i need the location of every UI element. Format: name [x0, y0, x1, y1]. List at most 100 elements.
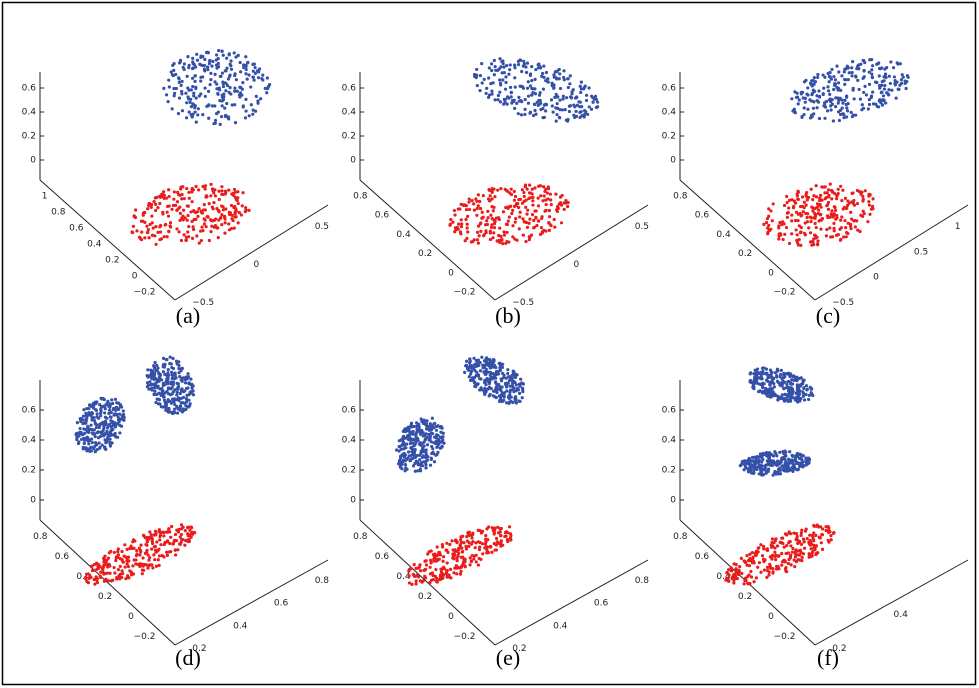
blue-point — [518, 392, 521, 395]
blue-point — [191, 67, 194, 70]
red-point — [785, 195, 788, 198]
blue-point — [823, 76, 826, 79]
blue-point — [537, 104, 540, 107]
blue-point — [85, 436, 88, 439]
red-point — [117, 547, 120, 550]
red-point — [477, 204, 480, 207]
red-point — [794, 555, 797, 558]
blue-point — [805, 384, 808, 387]
red-point — [449, 223, 452, 226]
red-point — [174, 553, 177, 556]
blue-point — [441, 445, 444, 448]
blue-point — [102, 429, 105, 432]
red-point — [152, 226, 155, 229]
blue-point — [109, 415, 112, 418]
blue-point — [867, 107, 870, 110]
red-point — [196, 210, 199, 213]
blue-point — [157, 398, 160, 401]
blue-point — [105, 403, 108, 406]
blue-point — [511, 99, 514, 102]
depth-tick-label: 0.2 — [418, 249, 432, 259]
red-point — [827, 201, 830, 204]
blue-point — [167, 392, 170, 395]
red-point — [102, 557, 105, 560]
red-point — [541, 199, 544, 202]
blue-point — [493, 98, 496, 101]
blue-point — [569, 74, 572, 77]
red-point — [121, 572, 124, 575]
blue-point — [204, 95, 207, 98]
blue-point — [233, 87, 236, 90]
blue-point — [489, 393, 492, 396]
red-point — [183, 233, 186, 236]
z-tick-label: 0.4 — [342, 108, 357, 118]
red-point — [163, 235, 166, 238]
red-point — [429, 559, 432, 562]
red-point — [513, 190, 516, 193]
blue-point — [868, 98, 871, 101]
red-point — [462, 541, 465, 544]
red-point — [209, 218, 212, 221]
red-point — [128, 569, 131, 572]
blue-point — [149, 369, 152, 372]
panel: 0.60.40.2010.80.60.40.20−0.2−0.500.5(a) — [22, 49, 329, 328]
blue-point — [228, 91, 231, 94]
red-point — [528, 222, 531, 225]
blue-point — [800, 458, 803, 461]
red-point — [558, 203, 561, 206]
blue-point — [254, 66, 257, 69]
blue-point — [417, 423, 420, 426]
blue-point — [229, 63, 232, 66]
red-point — [162, 534, 165, 537]
blue-point — [526, 62, 529, 65]
red-point — [228, 211, 231, 214]
blue-point — [95, 423, 98, 426]
blue-point — [793, 108, 796, 111]
red-point — [812, 524, 815, 527]
blue-point — [478, 89, 481, 92]
red-point — [85, 573, 88, 576]
blue-point — [85, 407, 88, 410]
red-point — [468, 541, 471, 544]
red-point — [460, 564, 463, 567]
blue-point — [501, 385, 504, 388]
blue-point — [810, 93, 813, 96]
blue-point — [858, 88, 861, 91]
blue-point — [476, 363, 479, 366]
blue-point — [162, 370, 165, 373]
red-point — [494, 220, 497, 223]
red-point — [187, 191, 190, 194]
red-point — [479, 207, 482, 210]
blue-point — [479, 386, 482, 389]
blue-point — [772, 461, 775, 464]
red-point — [197, 188, 200, 191]
blue-point — [485, 359, 488, 362]
blue-point — [865, 93, 868, 96]
red-point — [158, 195, 161, 198]
blue-point — [479, 369, 482, 372]
red-point — [166, 554, 169, 557]
blue-point — [756, 367, 759, 370]
red-point — [156, 206, 159, 209]
red-point — [759, 543, 762, 546]
red-point — [187, 526, 190, 529]
blue-point — [435, 429, 438, 432]
blue-point — [567, 86, 570, 89]
blue-point — [170, 371, 173, 374]
red-point — [829, 183, 832, 186]
red-point — [158, 538, 161, 541]
red-point — [780, 223, 783, 226]
blue-point — [530, 79, 533, 82]
blue-point — [268, 83, 271, 86]
blue-point — [410, 446, 413, 449]
blue-point — [90, 437, 93, 440]
red-point — [159, 533, 162, 536]
blue-point — [470, 369, 473, 372]
blue-point — [171, 73, 174, 76]
red-point — [168, 195, 171, 198]
red-point — [498, 218, 501, 221]
blue-point — [260, 77, 263, 80]
blue-point — [112, 408, 115, 411]
red-point — [422, 569, 425, 572]
red-point — [154, 209, 157, 212]
